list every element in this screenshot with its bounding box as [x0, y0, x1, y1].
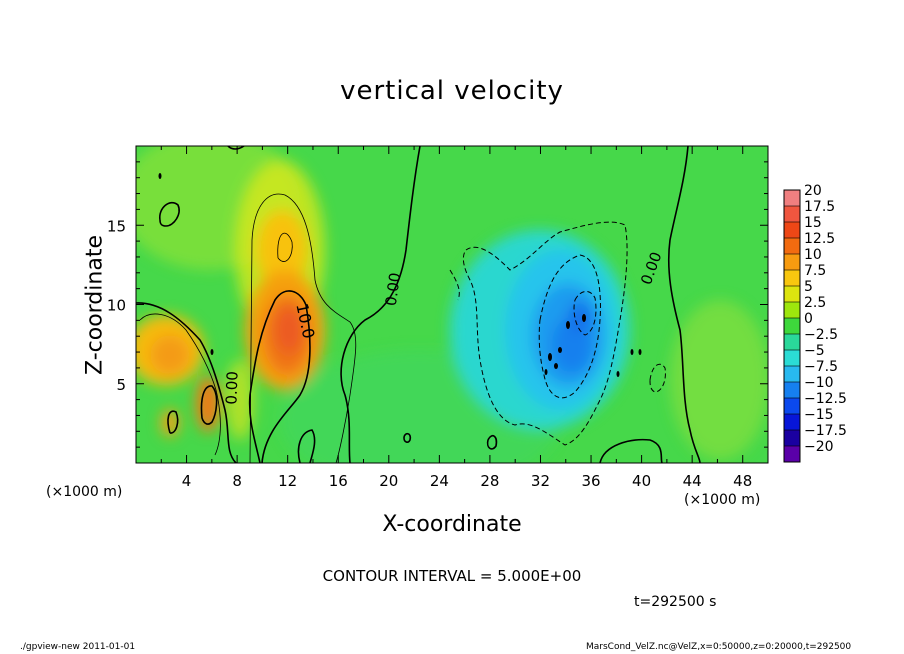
x-tick-label: 24: [430, 472, 449, 490]
x-tick-label: 32: [531, 472, 550, 490]
downdraft-core-marks: [158, 173, 642, 377]
x-tick-label: 44: [683, 472, 702, 490]
colorbar-label: 20: [804, 183, 822, 199]
axis-ticks: [136, 146, 768, 463]
y-tick-label: 10: [107, 297, 126, 315]
x-tick-label: 20: [379, 472, 398, 490]
x-tick-label: 40: [632, 472, 651, 490]
colorbar-label: −20: [804, 439, 834, 455]
x-tick-label: 12: [278, 472, 297, 490]
x-tick-label: 16: [329, 472, 348, 490]
footer-right: MarsCond_VelZ.nc@VelZ,x=0:50000,z=0:2000…: [586, 642, 852, 652]
colorbar-swatch: [784, 350, 800, 367]
y-tick-label: 15: [107, 217, 126, 235]
colorbar-label: 7.5: [804, 263, 826, 279]
contour-label: 0.00: [222, 371, 241, 405]
colorbar-label: 15: [804, 215, 822, 231]
x-tick-label: 36: [581, 472, 600, 490]
colorbar-label: −2.5: [804, 327, 838, 343]
x-tick-label: 8: [232, 472, 242, 490]
x-tick-label: 4: [182, 472, 192, 490]
contour-label: 0.00: [382, 272, 404, 308]
x-tick-label: 28: [480, 472, 499, 490]
colorbar-swatch: [784, 190, 800, 207]
colorbar-swatch: [784, 254, 800, 271]
colorbar-label: 12.5: [804, 231, 835, 247]
colorbar-swatch: [784, 446, 800, 463]
x-tick-labels: 4 8 12 16 20 24 28 32 36 40 44 48: [182, 472, 752, 490]
x-unit-label-right: (×1000 m): [684, 492, 761, 508]
colorbar-swatch: [784, 302, 800, 319]
colorbar-swatch: [784, 414, 800, 431]
y-tick-labels: 5 10 15: [107, 217, 126, 394]
x-unit-label-left: (×1000 m): [46, 484, 123, 500]
x-tick-label: 48: [733, 472, 752, 490]
colorbar-label: 17.5: [804, 199, 835, 215]
y-tick-label: 5: [116, 376, 126, 394]
colorbar-label: −15: [804, 407, 834, 423]
colorbar-label: 10: [804, 247, 822, 263]
contour-interval-text: CONTOUR INTERVAL = 5.000E+00: [322, 567, 582, 585]
colorbar-label: 2.5: [804, 295, 826, 311]
colorbar-label: 0: [804, 311, 813, 327]
colorbar-swatch: [784, 318, 800, 335]
colorbar-label: −10: [804, 375, 834, 391]
colorbar-label: −17.5: [804, 423, 847, 439]
thin-contours: [139, 193, 357, 463]
colorbar-swatch: [784, 206, 800, 223]
zero-contours: [136, 146, 701, 463]
colorbar-label: −5: [804, 343, 825, 359]
colorbar-swatch: [784, 238, 800, 255]
colorbar-label: −12.5: [804, 391, 847, 407]
colorbar-label: 5: [804, 279, 813, 295]
colorbar-swatch: [784, 430, 800, 447]
colorbar-swatch: [784, 270, 800, 287]
colorbar-swatch: [784, 366, 800, 383]
colorbar-swatch: [784, 334, 800, 351]
y-axis-label: Z-coordinate: [82, 235, 108, 375]
colorbar-swatch: [784, 382, 800, 399]
colorbar-swatch: [784, 222, 800, 239]
footer-left: ./gpview-new 2011-01-01: [20, 642, 136, 652]
negative-contours: [449, 221, 666, 446]
colorbar-swatch: [784, 286, 800, 303]
chart-title: vertical velocity: [340, 76, 564, 106]
colorbar-swatch: [784, 398, 800, 415]
x-axis-label: X-coordinate: [382, 512, 522, 537]
time-stamp: t=292500 s: [634, 594, 717, 610]
colorbar-label: −7.5: [804, 359, 838, 375]
colorbar: 2017.51512.5107.552.50−2.5−5−7.5−10−12.5…: [783, 183, 847, 463]
